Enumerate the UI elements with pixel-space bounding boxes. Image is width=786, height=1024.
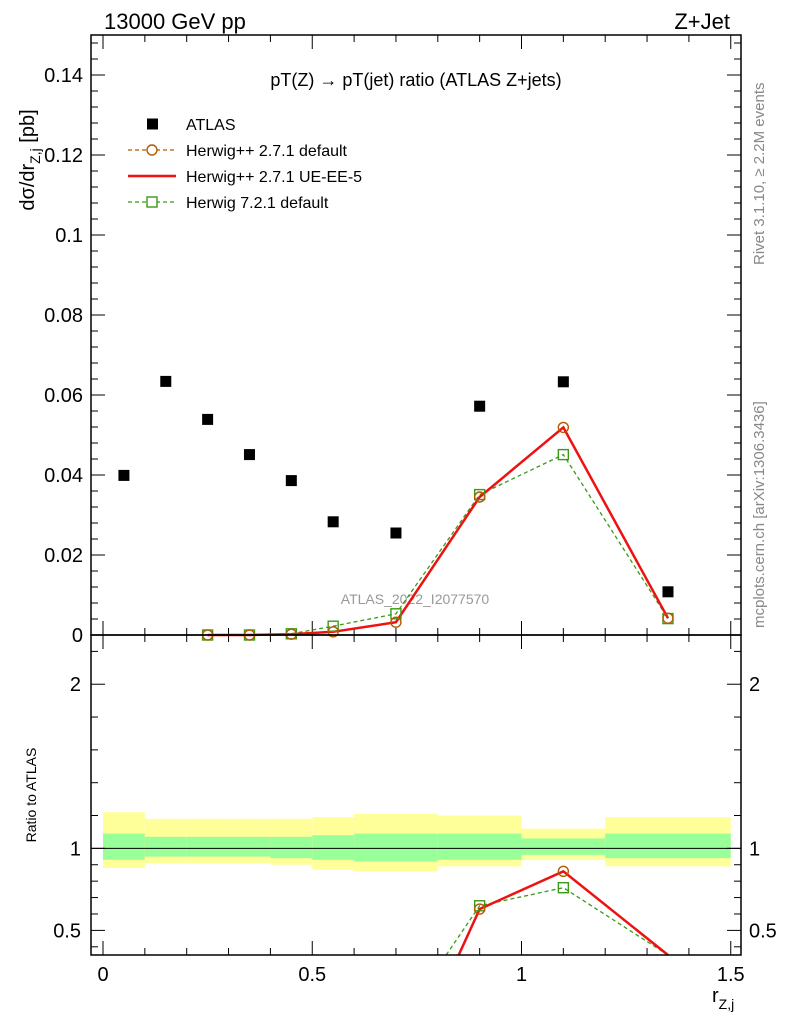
band-inner [605, 833, 731, 859]
ratio-tick-label-right: 2 [749, 674, 760, 696]
ratio-herwig-default-marker [557, 865, 570, 878]
atlas-point [474, 400, 486, 412]
atlas-point [557, 376, 569, 388]
atlas-point [327, 516, 339, 528]
mcplots-label: mcplots.cern.ch [arXiv:1306.3436] [751, 401, 768, 628]
ratio-herwig-default-line [458, 870, 669, 956]
ratio-y-label: Ratio to ATLAS [23, 748, 39, 843]
ratio-tick-label-right: 1 [749, 838, 760, 860]
ratio-herwig7-line [445, 887, 669, 956]
x-tick-label: 0.5 [298, 964, 326, 986]
x-axis-label: rZ,j [712, 985, 734, 1012]
atlas-point [662, 586, 674, 598]
band-inner [270, 836, 313, 859]
legend-label: Herwig 7.2.1 default [186, 195, 329, 212]
herwig7-marker [390, 608, 402, 620]
header-left: 13000 GeV pp [104, 9, 246, 34]
x-tick-label: 1 [516, 964, 527, 986]
herwig-default-marker [327, 626, 339, 638]
legend-marker [146, 144, 158, 156]
legend-marker [146, 196, 158, 208]
atlas-point [160, 375, 172, 387]
herwig-default-marker [390, 616, 402, 628]
ratio-frame [90, 634, 742, 956]
y-tick-label: 0.04 [44, 465, 83, 487]
herwig7-line [207, 453, 669, 636]
y-tick-label: 0.02 [44, 545, 83, 567]
ratio-tick-label-right: 0.5 [749, 920, 777, 942]
herwig7-marker [327, 620, 339, 632]
ratio-tick-label: 1 [70, 838, 81, 860]
legend-marker [147, 118, 158, 130]
herwig7-marker [557, 448, 570, 461]
ratio-herwig7-marker [557, 882, 570, 894]
atlas-point [202, 413, 214, 425]
analysis-watermark: ATLAS_2022_I2077570 [341, 591, 490, 607]
y-axis-label: dσ/drZ,j [pb] [17, 109, 43, 210]
plot-title: pT(Z) → pT(jet) ratio (ATLAS Z+jets) [270, 70, 561, 90]
herwig-default-marker [662, 612, 674, 624]
atlas-point [118, 469, 130, 481]
band-inner [103, 833, 145, 860]
legend-label: ATLAS [186, 117, 236, 134]
x-tick-label: 0 [97, 964, 108, 986]
band-inner [228, 836, 271, 857]
y-tick-label: 0.14 [44, 65, 83, 87]
band-inner [354, 833, 438, 862]
x-tick-label: 1.5 [717, 964, 745, 986]
ratio-herwig-default-marker [473, 903, 486, 915]
atlas-point [390, 527, 402, 539]
ratio-herwig-ueee5-line [457, 869, 669, 956]
band-inner [186, 836, 229, 857]
y-tick-label: 0.08 [44, 305, 83, 327]
legend-label: Herwig++ 2.7.1 UE-EE-5 [186, 169, 362, 186]
herwig-default-marker [557, 421, 570, 434]
atlas-point [285, 475, 297, 487]
herwig-default-marker [285, 628, 298, 640]
legend: ATLAS Herwig++ 2.7.1 default Herwig++ 2.7.… [128, 117, 362, 212]
band-inner [312, 835, 355, 860]
legend-label: Herwig++ 2.7.1 default [186, 143, 348, 160]
band-inner [144, 836, 187, 857]
ratio-tick-label: 2 [70, 674, 81, 696]
y-tick-label: 0.12 [44, 145, 83, 167]
axis-ticks: 00.020.040.060.080.10.120.140 0.5 1 1.50.5 0… [44, 35, 777, 986]
y-tick-label: 0.06 [44, 385, 83, 407]
rivet-label: Rivet 3.1.10, ≥ 2.2M events [751, 83, 768, 266]
ratio-bands [91, 812, 741, 872]
ratio-herwig7-marker [473, 900, 486, 912]
band-inner [437, 833, 522, 860]
band-inner [521, 838, 606, 855]
y-tick-label: 0.1 [55, 225, 83, 247]
atlas-point [243, 449, 255, 461]
y-tick-label: 0 [72, 625, 83, 647]
herwig-default-marker [473, 491, 486, 503]
ratio-tick-label: 0.5 [53, 920, 81, 942]
header-right: Z+Jet [674, 9, 730, 34]
